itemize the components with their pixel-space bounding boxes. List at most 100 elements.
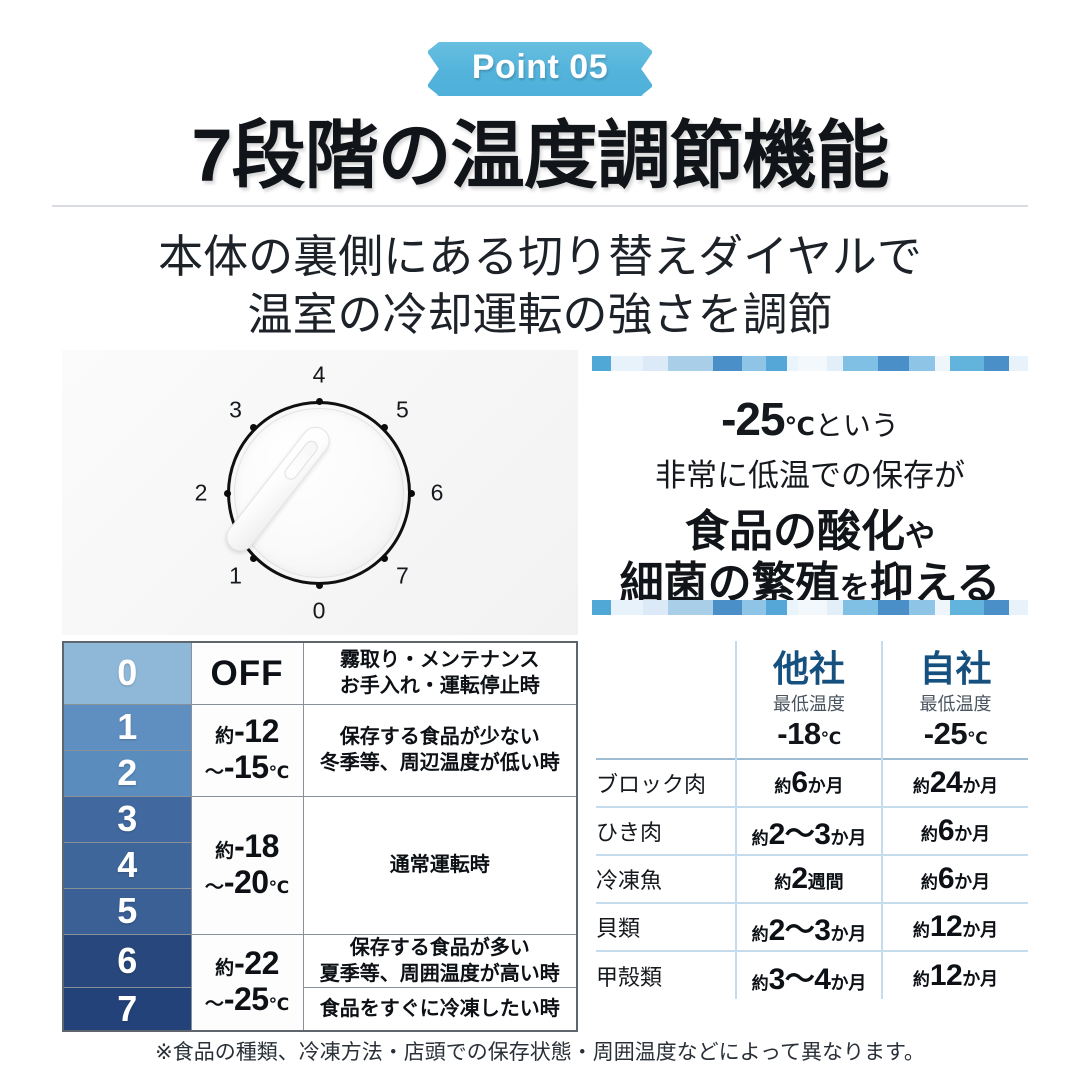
duration-number: 2～3 xyxy=(768,914,831,947)
duration-prefix: 約 xyxy=(920,825,938,844)
own-company-temp: -25℃ xyxy=(883,716,1028,752)
dial-setting-table: 0 OFF 霧取り・メンテナンス お手入れ・運転停止時 1 約-12 ～-15℃ 保存する食品… xyxy=(62,641,578,1032)
duration-suffix: か月 xyxy=(962,920,999,940)
duration-prefix: 約 xyxy=(912,969,930,989)
hero-text-block: -25℃という 非常に低温での保存が 食品の酸化や 細菌の繁殖を抑える xyxy=(592,350,1028,635)
own-company-duration: 約24か月 xyxy=(881,758,1028,807)
temperature-range-cell: OFF xyxy=(190,641,304,705)
page-title: 7段階の温度調節機能 xyxy=(191,114,889,197)
dial-tick-4 xyxy=(315,397,323,405)
dial-level-7: 7 xyxy=(62,986,192,1031)
duration-number: 12 xyxy=(929,958,963,992)
temperature-dial[interactable]: 0 1 2 3 4 5 6 7 xyxy=(194,362,444,624)
table-row: ひき肉 約2～3か月 約6か月 xyxy=(596,806,1028,855)
hero-line-3: 食品の酸化や xyxy=(592,495,1028,559)
other-company-duration: 約6か月 xyxy=(735,758,882,807)
dial-level-0: 0 xyxy=(62,641,192,705)
stripe-segment xyxy=(878,356,910,371)
usage-description-line: 食品をすぐに冷凍したい時 xyxy=(319,997,560,1020)
dial-tick-1 xyxy=(250,554,258,562)
duration-number: 2～3 xyxy=(768,818,831,851)
own-company-duration: 約6か月 xyxy=(881,806,1028,855)
table-row: 5 xyxy=(62,887,577,935)
usage-description-line: 保存する食品が少ない xyxy=(339,726,540,748)
usage-description-line: 通常運転時 xyxy=(389,854,490,876)
hero-line3-bold: 食品の酸化 xyxy=(685,507,905,556)
dial-label-4: 4 xyxy=(312,361,326,388)
usage-description-line: 冬季等、周辺温度が低い時 xyxy=(319,752,560,774)
table-row: 甲殻類 約3～4か月 約12か月 xyxy=(596,950,1028,999)
duration-number: 24 xyxy=(929,766,963,799)
dial-label-0: 0 xyxy=(312,597,326,624)
usage-description-line: 霧取り・メンテナンス xyxy=(339,649,540,672)
duration-suffix: か月 xyxy=(830,924,867,944)
table-row: 0 OFF 霧取り・メンテナンス お手入れ・運転停止時 xyxy=(62,641,578,705)
hero-line-4: 細菌の繁殖を抑える xyxy=(592,547,1028,611)
duration-prefix: 約 xyxy=(912,921,930,940)
duration-prefix: 約 xyxy=(751,973,769,993)
usage-description-cell: 通常運転時 xyxy=(302,795,578,935)
table-row: 7 食品をすぐに冷凍したい時 xyxy=(62,986,578,1031)
stripe-segment xyxy=(643,600,669,615)
usage-description-cell: 食品をすぐに冷凍したい時 xyxy=(302,986,578,1031)
stripe-segment xyxy=(786,600,799,615)
stripe-segment xyxy=(798,600,827,615)
duration-number: 6 xyxy=(937,814,955,847)
stripe-segment xyxy=(984,356,1010,371)
food-category-label: 貝類 xyxy=(596,902,736,951)
dial-photo-panel: 0 1 2 3 4 5 6 7 xyxy=(62,350,578,635)
other-company-name: 他社 xyxy=(772,648,845,690)
duration-suffix: 週間 xyxy=(807,872,844,892)
dial-label-3: 3 xyxy=(229,396,242,423)
hero-line4-bold1: 細菌の繁殖 xyxy=(619,559,840,608)
own-company-duration: 約12か月 xyxy=(881,950,1028,999)
duration-number: 6 xyxy=(937,862,955,895)
usage-description-line: お手入れ・運転停止時 xyxy=(339,675,540,698)
stripe-segment xyxy=(909,356,936,371)
stripe-segment xyxy=(798,356,827,371)
hero-line4-small: を xyxy=(839,572,870,605)
dial-level-1: 1 xyxy=(62,703,192,751)
duration-suffix: か月 xyxy=(830,972,867,993)
stripe-segment xyxy=(668,600,714,615)
comparison-header-other: 他社 最低温度 -18℃ xyxy=(735,641,882,759)
comparison-header-own: 自社 最低温度 -25℃ xyxy=(881,641,1028,759)
page-subtitle: 本体の裏側にある切り替えダイヤルで 温室の冷却運転の強さを調節 xyxy=(0,228,1080,343)
stripe-segment xyxy=(765,600,787,615)
stripe-segment xyxy=(826,356,844,371)
stripe-segment xyxy=(909,600,936,615)
other-company-sublabel: 最低温度 xyxy=(773,694,845,714)
usage-description-cell: 保存する食品が多い 夏季等、周囲温度が高い時 xyxy=(302,933,578,988)
table-row: 貝類 約2～3か月 約12か月 xyxy=(596,902,1028,951)
own-company-name: 自社 xyxy=(919,648,992,690)
hero-temperature-line: -25℃という xyxy=(592,392,1028,446)
duration-suffix: か月 xyxy=(807,776,844,796)
stripe-segment xyxy=(935,356,951,371)
stripe-segment xyxy=(668,356,714,371)
table-row: 冷凍魚 約2週間 約6か月 xyxy=(596,854,1028,903)
duration-number: 3～4 xyxy=(768,962,831,996)
stripe-segment xyxy=(1009,600,1028,615)
duration-prefix: 約 xyxy=(774,777,792,796)
other-company-duration: 約2～3か月 xyxy=(735,902,882,951)
stripe-segment xyxy=(713,600,742,615)
stripe-segment xyxy=(843,600,878,615)
temperature-range-cell: 約-18 ～-20℃ xyxy=(190,795,304,935)
dial-tick-0 xyxy=(315,581,323,589)
dial-tick-3 xyxy=(250,424,258,432)
subtitle-line-2: 温室の冷却運転の強さを調節 xyxy=(247,288,833,340)
hero-temp-suffix: という xyxy=(814,410,899,441)
food-category-label: 甲殻類 xyxy=(596,950,736,999)
hero-temp-value: -25 xyxy=(721,393,785,445)
table-row: 6 約-22 ～-25℃ 保存する食品が多い 夏季等、周囲温度が高い時 xyxy=(62,933,578,1031)
comparison-table-body: ブロック肉 約6か月 約24か月 ひき肉 約2～3か月 約6か月 冷凍魚 約2週間 約6か月 貝類… xyxy=(596,758,1028,999)
table-row: 4 xyxy=(62,841,577,889)
duration-prefix: 約 xyxy=(912,777,930,796)
stripe-segment xyxy=(741,600,766,615)
duration-suffix: か月 xyxy=(962,968,999,989)
stripe-segment xyxy=(843,356,878,371)
stripe-segment xyxy=(786,356,799,371)
own-company-duration: 約12か月 xyxy=(881,902,1028,951)
table-row: ブロック肉 約6か月 約24か月 xyxy=(596,758,1028,807)
dial-label-5: 5 xyxy=(396,396,409,423)
